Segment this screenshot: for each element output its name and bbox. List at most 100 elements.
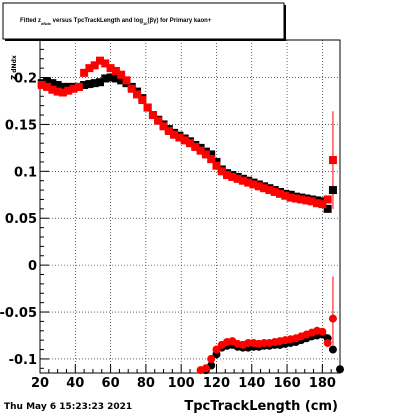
data-point-square <box>90 79 99 88</box>
data-point-square <box>53 87 62 96</box>
data-point-square <box>111 74 120 83</box>
data-point-square <box>254 182 263 191</box>
data-point-square <box>249 180 258 189</box>
title-box: Fitted zdNdx versus TpcTrackLength and l… <box>2 2 286 41</box>
timestamp: Thu May 6 15:23:23 2021 <box>4 402 132 412</box>
data-point-square <box>122 76 131 85</box>
x-tick-label: 20 <box>31 376 49 391</box>
data-point-circle <box>201 364 210 373</box>
x-tick-label: 160 <box>273 376 300 391</box>
data-point-square <box>85 80 94 89</box>
data-point-square <box>43 82 52 91</box>
grid <box>39 40 340 373</box>
data-point-square <box>127 84 136 93</box>
data-point-square <box>233 174 242 183</box>
data-point-square <box>58 82 67 91</box>
data-point-square <box>307 197 316 206</box>
y-tick-label: -0.05 <box>0 306 37 321</box>
y-tick-label: 0 <box>28 259 37 274</box>
data-point-square <box>244 178 253 187</box>
data-point-square <box>96 78 104 87</box>
ylabel-main: z <box>9 75 19 80</box>
data-point-square <box>186 139 194 148</box>
data-point-circle <box>323 338 332 347</box>
data-point-circle <box>336 365 344 374</box>
data-point-square <box>286 193 295 202</box>
data-point-square <box>323 204 332 213</box>
data-point-square <box>297 195 306 204</box>
data-point-square <box>48 79 57 88</box>
data-point-square <box>291 194 300 203</box>
x-axis-label: TpcTrackLength (cm) <box>184 399 338 414</box>
data-point-square <box>133 90 142 99</box>
x-tick-label: 60 <box>102 376 120 391</box>
data-point-square <box>48 85 57 94</box>
data-point-square <box>64 86 73 95</box>
data-point-square <box>69 84 78 93</box>
ylabel-sub: dNdx <box>11 55 18 73</box>
data-point-square <box>302 196 311 205</box>
title-middle: versus TpcTrackLength and log <box>51 18 143 24</box>
data-point-square <box>37 81 46 90</box>
data-point-square <box>328 186 337 195</box>
title-sub1: dNdx <box>41 21 52 26</box>
title-suffix: (βγ) for Primary kaon+ <box>147 18 211 24</box>
y-tick-label: 0.05 <box>5 212 37 227</box>
data-point-square <box>175 133 184 142</box>
title-prefix: Fitted z <box>20 18 41 24</box>
data-point-square <box>80 81 89 90</box>
chart-title: Fitted zdNdx versus TpcTrackLength and l… <box>20 18 212 26</box>
data-point-square <box>217 167 226 176</box>
data-point-square <box>101 74 110 83</box>
x-tick-label: 120 <box>203 376 230 391</box>
data-point-square <box>85 64 94 73</box>
y-tick-label: 0.1 <box>14 165 37 180</box>
data-point-square <box>191 142 200 151</box>
data-point-square <box>207 150 216 159</box>
x-tick-label: 80 <box>137 376 155 391</box>
data-point-square <box>164 126 173 135</box>
data-point-square <box>180 136 189 145</box>
data-point-square <box>281 191 290 200</box>
y-tick-label: 0.2 <box>14 72 37 87</box>
data-point-square <box>96 56 104 65</box>
data-point-circle <box>318 327 327 336</box>
data-point-square <box>223 171 232 180</box>
data-point-square <box>154 116 163 125</box>
x-tick-label: 180 <box>309 376 336 391</box>
data-point-square <box>159 122 168 131</box>
y-tick-label: 0.15 <box>5 118 37 133</box>
data-point-square <box>276 189 284 198</box>
plot-frame <box>39 39 341 374</box>
data-point-square <box>238 176 247 185</box>
axis-ticks <box>39 48 341 373</box>
data-point-square <box>138 96 147 105</box>
data-point-square <box>201 150 210 159</box>
data-point-square <box>270 187 279 196</box>
data-point-square <box>170 130 179 139</box>
y-axis-label: z dNdx <box>9 55 19 80</box>
data-point-square <box>148 111 157 120</box>
data-point-square <box>265 186 274 195</box>
data-point-square <box>318 200 327 209</box>
data-point-square <box>313 199 322 208</box>
x-tick-label: 140 <box>238 376 265 391</box>
data-point-square <box>80 68 89 77</box>
data-point-circle <box>212 345 221 354</box>
data-point-square <box>207 155 216 164</box>
data-point-square <box>212 161 221 170</box>
data-point-square <box>323 195 332 204</box>
data-points <box>37 56 344 375</box>
data-point-square <box>117 70 126 79</box>
data-point-square <box>106 64 115 73</box>
data-point-circle <box>207 354 216 363</box>
title-sub2: 10 <box>143 21 148 26</box>
x-tick-label: 100 <box>168 376 195 391</box>
data-point-square <box>228 172 237 181</box>
data-point-square <box>260 184 269 193</box>
data-point-square <box>196 146 205 155</box>
data-point-square <box>117 76 126 85</box>
tick-labels: 20 40 60 80 100 120 140 160 180 -0.1 -0.05 0 0.05 0.1… <box>0 72 336 391</box>
data-point-square <box>143 103 152 112</box>
